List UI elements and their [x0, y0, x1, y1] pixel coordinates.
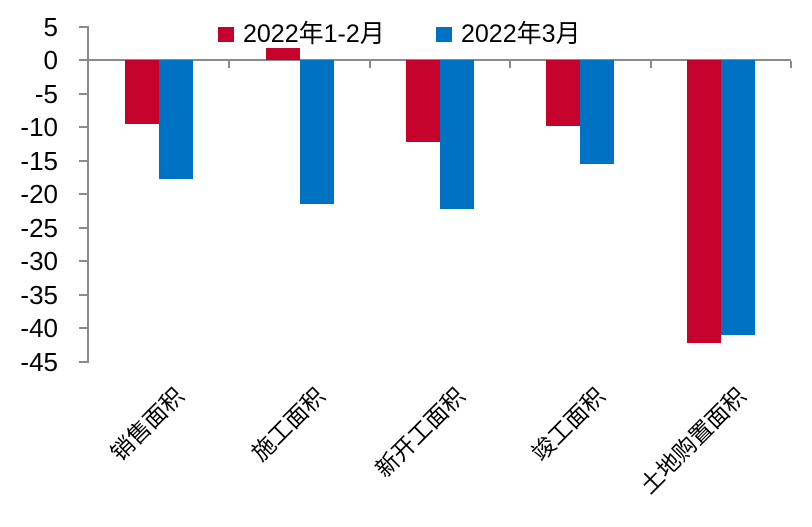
legend-label: 2022年1-2月	[243, 19, 385, 48]
x-axis-tick	[228, 61, 231, 68]
y-axis-tick-label: -5	[34, 78, 58, 109]
bar-red-2	[406, 60, 440, 142]
y-axis-tick	[79, 260, 87, 262]
bar-red-0	[125, 60, 160, 125]
legend-item-2022-jan-feb: 2022年1-2月	[218, 18, 385, 50]
y-axis-tick-label: -40	[20, 313, 58, 343]
bar-blue-3	[580, 60, 615, 164]
legend-item-2022-mar: 2022年3月	[436, 18, 581, 50]
bar-red-4	[686, 60, 721, 344]
y-axis-tick-label: -10	[20, 112, 58, 142]
bar-blue-4	[720, 60, 755, 335]
bar-red-3	[546, 60, 581, 126]
y-axis-tick	[79, 293, 87, 296]
x-axis-category-label: 销售面积	[105, 382, 190, 467]
x-axis-category-label: 土地购置面积	[634, 382, 751, 499]
x-axis-category-label: 新开工面积	[370, 382, 470, 483]
y-axis-tick-label: 5	[43, 11, 58, 42]
x-axis-tick	[790, 61, 792, 68]
y-axis-tick	[79, 193, 87, 195]
y-axis-tick	[79, 360, 87, 363]
x-axis-tick	[649, 61, 652, 68]
y-axis-tick	[79, 92, 87, 95]
x-axis-tick	[509, 61, 512, 68]
bar-red-1	[265, 47, 300, 60]
bar-blue-1	[299, 60, 334, 205]
x-axis-tick	[368, 61, 371, 68]
y-axis-line	[87, 25, 89, 363]
y-axis-tick	[79, 59, 87, 61]
bar-blue-2	[440, 60, 474, 210]
legend-label: 2022年3月	[461, 19, 581, 48]
legend-swatch-blue	[436, 26, 452, 42]
y-axis-tick-label: -30	[20, 246, 58, 276]
y-axis-tick	[79, 327, 87, 329]
y-axis-tick	[79, 159, 87, 162]
y-axis-tick-label: -15	[20, 145, 58, 176]
bar-blue-0	[159, 60, 194, 179]
legend-swatch-red	[218, 26, 234, 42]
y-axis-tick-label: 0	[43, 45, 58, 75]
y-axis-tick	[79, 126, 87, 128]
y-axis-tick	[79, 25, 87, 28]
y-axis-tick	[79, 226, 87, 229]
y-axis-tick-label: -20	[20, 179, 58, 209]
y-axis-tick-label: -45	[20, 346, 58, 377]
y-axis-tick-label: -35	[20, 279, 58, 310]
y-axis-tick-label: -25	[20, 212, 58, 243]
x-axis-category-label: 竣工面积	[526, 382, 611, 467]
x-axis-category-label: 施工面积	[246, 382, 330, 467]
